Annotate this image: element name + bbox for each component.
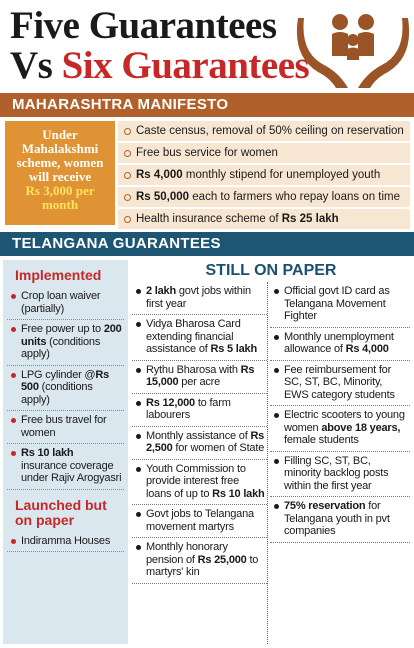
list-item: Rs 50,000 each to farmers who repay loan… — [118, 187, 410, 207]
text: Vidya Bharosa Card extending financial a… — [146, 318, 241, 355]
bold-text: Rs 25 lakh — [281, 213, 339, 225]
text: to farm labourers — [146, 396, 231, 422]
bold-text: Rs 50,000 — [136, 191, 190, 203]
list-item: Govt jobs to Telangana movement martyrs — [132, 505, 267, 538]
section-bar: MAHARASHTRA MANIFESTO — [0, 93, 414, 117]
bold-text: 200 units — [21, 323, 122, 348]
bold-text: Rs 500 — [21, 368, 110, 394]
text: (conditions apply) — [21, 335, 101, 361]
bold-text: Rs 4,000 — [345, 343, 389, 355]
list-item: Filling SC, ST, BC, minority backlog pos… — [270, 452, 410, 497]
title-line1: Five Guarantees — [10, 4, 277, 47]
text: Govt jobs to Telangana movement martyrs — [146, 508, 254, 533]
text: female students — [284, 434, 359, 446]
text: Monthly unemployment allowance of — [284, 330, 394, 356]
text: govt jobs within first year — [146, 285, 251, 310]
list-item: Youth Commission to provide interest fre… — [132, 460, 267, 505]
text: Rythu Bharosa with — [146, 363, 241, 376]
list: 2 lakh govt jobs within first year Vidya … — [132, 282, 268, 644]
list-item: 75% reservation for Telangana youth in p… — [270, 497, 410, 543]
bold-text: Rs 15,000 — [146, 363, 255, 389]
panel: Implemented Crop loan waiver (partially)… — [3, 260, 128, 644]
bold-text: Rs 10 lakh — [21, 447, 74, 459]
list-item: Free bus travel for women — [7, 411, 124, 444]
text: Free bus travel for women — [21, 414, 107, 439]
list-item: Fee reimbursement for SC, ST, BC, Minori… — [270, 361, 410, 406]
list-item: Free bus service for women — [118, 143, 410, 163]
bold-text: 2 lakh — [146, 285, 176, 297]
text: per acre — [178, 376, 221, 388]
list-item: LPG cylinder @Rs 500 (conditions apply) — [7, 366, 124, 411]
list-item: Rythu Bharosa with Rs 15,000 per acre — [132, 361, 267, 394]
text: monthly stipend for unemployed youth — [182, 169, 381, 181]
bold-text: Rs 12,000 — [146, 396, 195, 409]
list-item: Caste census, removal of 50% ceiling on … — [118, 121, 410, 141]
list-item: Free power up to 200 units (conditions a… — [7, 320, 124, 366]
text: for Telangana youth in pvt companies — [284, 500, 390, 537]
text: Free bus service for women — [136, 147, 278, 159]
list: Caste census, removal of 50% ceiling on … — [118, 121, 410, 231]
text: Health insurance scheme of — [136, 213, 282, 225]
list-item: Rs 10 lakh insurance coverage under Raji… — [7, 444, 124, 490]
list-item: Monthly honorary pension of Rs 25,000 to… — [132, 538, 267, 584]
callout-highlight: Rs 3,000 per month — [25, 183, 95, 212]
list-item: Health insurance scheme of Rs 25 lakh — [118, 209, 410, 229]
text: Monthly assistance of — [146, 429, 251, 442]
section-heading: STILL ON PAPER — [205, 262, 337, 279]
bold-text: Rs 10 lakh — [212, 487, 265, 500]
list-item: Crop loan waiver (partially) — [7, 287, 124, 320]
list-item: 2 lakh govt jobs within first year — [132, 282, 267, 315]
text: Electric scooters to young women — [284, 409, 405, 434]
bold-text: Rs 2,500 — [146, 429, 265, 455]
title-prefix: Vs — [10, 44, 53, 87]
text: (conditions apply) — [21, 381, 93, 406]
bold-text: Rs 4,000 — [136, 169, 183, 181]
list-item: Official govt ID card as Telangana Movem… — [270, 282, 410, 328]
family-icon — [296, 14, 410, 88]
bold-text: above 18 years, — [321, 421, 401, 434]
text: Caste census, removal of 50% ceiling on … — [136, 125, 404, 137]
text: Filling SC, ST, BC, minority backlog pos… — [284, 454, 389, 492]
list-item: Electric scooters to young women above 1… — [270, 406, 410, 452]
bold-text: Rs 25,000 — [197, 553, 247, 566]
text: for women of State — [172, 442, 265, 454]
bold-text: 75% reservation — [284, 500, 366, 512]
list-item: Rs 12,000 to farm labourers — [132, 394, 267, 427]
text: Free power up to — [21, 323, 104, 335]
list: Indiramma Houses — [7, 532, 124, 552]
list-item: Indiramma Houses — [7, 532, 124, 552]
list-item: Monthly assistance of Rs 2,500 for women… — [132, 427, 267, 460]
text: LPG cylinder @ — [21, 368, 96, 381]
list-item: Vidya Bharosa Card extending financial a… — [132, 315, 267, 361]
panel-heading: Launched but on paper — [15, 496, 107, 528]
bold-text: Rs 5 lakh — [210, 343, 257, 355]
text: Crop loan waiver (partially) — [21, 290, 101, 315]
title-highlight: Six Guarantees — [61, 44, 310, 87]
text: Fee reimbursement for SC, ST, BC, Minori… — [284, 363, 395, 401]
callout: Under Mahalakshmi scheme, women will rec… — [5, 121, 115, 225]
panel-heading: Implemented — [15, 267, 102, 283]
text: to martyrs' kin — [146, 553, 259, 579]
list-item: Monthly unemployment allowance of Rs 4,0… — [270, 328, 410, 361]
callout-text: Under Mahalakshmi scheme, women will rec… — [16, 127, 104, 184]
text: Monthly honorary pension of — [146, 541, 228, 566]
title-line2: Vs Six Guarantees — [10, 44, 310, 87]
text: Youth Commission to provide interest fre… — [146, 462, 246, 500]
list: Crop loan waiver (partially) Free power u… — [7, 287, 124, 490]
text: Indiramma Houses — [21, 534, 111, 547]
text: each to farmers who repay loans on time — [189, 191, 401, 203]
list-item: Rs 4,000 monthly stipend for unemployed … — [118, 165, 410, 185]
list: Official govt ID card as Telangana Movem… — [270, 282, 410, 644]
text: insurance coverage under Rajiv Arogyasri — [21, 459, 122, 485]
text: Official govt ID card as Telangana Movem… — [284, 285, 390, 322]
section-bar: TELANGANA GUARANTEES — [0, 232, 414, 256]
